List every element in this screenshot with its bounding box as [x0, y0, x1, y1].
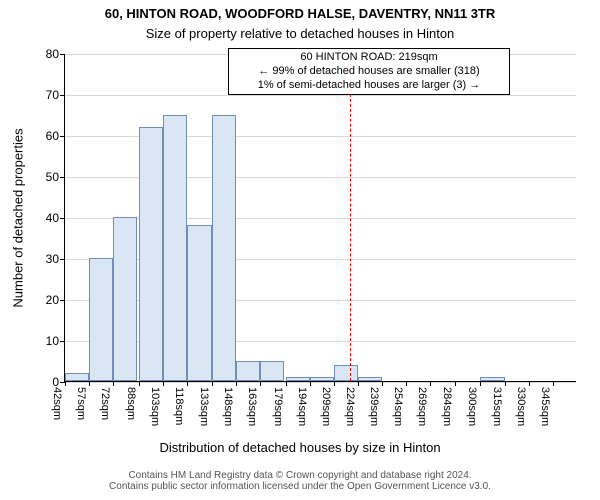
- x-tick-label: 88sqm: [125, 387, 137, 420]
- histogram-bar: [89, 258, 113, 381]
- footer: Contains HM Land Registry data © Crown c…: [0, 470, 600, 492]
- x-tick-label: 103sqm: [149, 387, 161, 426]
- x-tick: [65, 381, 66, 386]
- x-tick: [187, 381, 188, 386]
- x-tick: [286, 381, 287, 386]
- x-tick: [406, 381, 407, 386]
- histogram-bar: [187, 225, 211, 381]
- x-tick-label: 72sqm: [99, 387, 111, 420]
- gridline: [65, 382, 576, 383]
- annotation-line: 60 HINTON ROAD: 219sqm: [235, 51, 503, 65]
- x-tick-label: 163sqm: [246, 387, 258, 426]
- histogram-bar: [286, 377, 310, 381]
- x-tick: [113, 381, 114, 386]
- x-tick-label: 284sqm: [441, 387, 453, 426]
- histogram-bar: [358, 377, 382, 381]
- x-tick: [334, 381, 335, 386]
- x-tick: [260, 381, 261, 386]
- histogram-bar: [163, 115, 187, 382]
- y-axis-title: Number of detached properties: [11, 128, 26, 307]
- x-tick-label: 133sqm: [198, 387, 210, 426]
- x-tick-label: 345sqm: [539, 387, 551, 426]
- x-tick: [455, 381, 456, 386]
- histogram-bar: [139, 127, 163, 381]
- y-tick-label: 50: [46, 170, 65, 184]
- x-tick-label: 300sqm: [466, 387, 478, 426]
- x-tick: [529, 381, 530, 386]
- x-tick: [89, 381, 90, 386]
- x-tick-label: 269sqm: [416, 387, 428, 426]
- histogram-bar: [334, 365, 358, 381]
- x-tick-label: 148sqm: [222, 387, 234, 426]
- histogram-bar: [480, 377, 504, 381]
- y-tick-label: 40: [46, 211, 65, 225]
- x-tick-label: 330sqm: [515, 387, 527, 426]
- histogram-bar: [310, 377, 334, 381]
- annotation-line: ← 99% of detached houses are smaller (31…: [235, 65, 503, 79]
- y-tick-label: 80: [46, 47, 65, 61]
- x-tick: [505, 381, 506, 386]
- x-tick: [358, 381, 359, 386]
- y-tick-label: 30: [46, 252, 65, 266]
- y-tick-label: 10: [46, 334, 65, 348]
- chart-title-line2: Size of property relative to detached ho…: [0, 26, 600, 41]
- y-tick-label: 20: [46, 293, 65, 307]
- x-tick-label: 209sqm: [320, 387, 332, 426]
- x-tick-label: 239sqm: [368, 387, 380, 426]
- histogram-bar: [236, 361, 260, 382]
- x-tick-label: 224sqm: [344, 387, 356, 426]
- histogram-bar: [65, 373, 89, 381]
- annotation-line: 1% of semi-detached houses are larger (3…: [235, 79, 503, 93]
- x-tick: [480, 381, 481, 386]
- property-marker-line: [350, 54, 351, 381]
- y-tick-label: 60: [46, 129, 65, 143]
- annotation-box: 60 HINTON ROAD: 219sqm ← 99% of detached…: [228, 48, 510, 95]
- x-tick: [553, 381, 554, 386]
- chart-title-line1: 60, HINTON ROAD, WOODFORD HALSE, DAVENTR…: [0, 6, 600, 21]
- x-tick: [139, 381, 140, 386]
- plot-area: 0102030405060708042sqm57sqm72sqm88sqm103…: [64, 54, 576, 382]
- x-tick: [236, 381, 237, 386]
- histogram-bar: [113, 217, 137, 381]
- x-tick-label: 254sqm: [392, 387, 404, 426]
- x-tick-label: 194sqm: [296, 387, 308, 426]
- x-tick: [430, 381, 431, 386]
- x-tick-label: 118sqm: [173, 387, 185, 425]
- x-tick-label: 42sqm: [51, 387, 63, 420]
- x-tick-label: 315sqm: [491, 387, 503, 426]
- x-tick-label: 179sqm: [272, 387, 284, 426]
- x-axis-title: Distribution of detached houses by size …: [0, 440, 600, 455]
- y-tick-label: 70: [46, 88, 65, 102]
- footer-line: Contains HM Land Registry data © Crown c…: [0, 470, 600, 481]
- footer-line: Contains public sector information licen…: [0, 481, 600, 492]
- histogram-bar: [212, 115, 236, 382]
- x-tick-label: 57sqm: [75, 387, 87, 420]
- chart-container: 60, HINTON ROAD, WOODFORD HALSE, DAVENTR…: [0, 0, 600, 500]
- x-tick: [382, 381, 383, 386]
- x-tick: [310, 381, 311, 386]
- x-tick: [212, 381, 213, 386]
- histogram-bar: [260, 361, 284, 382]
- x-tick: [163, 381, 164, 386]
